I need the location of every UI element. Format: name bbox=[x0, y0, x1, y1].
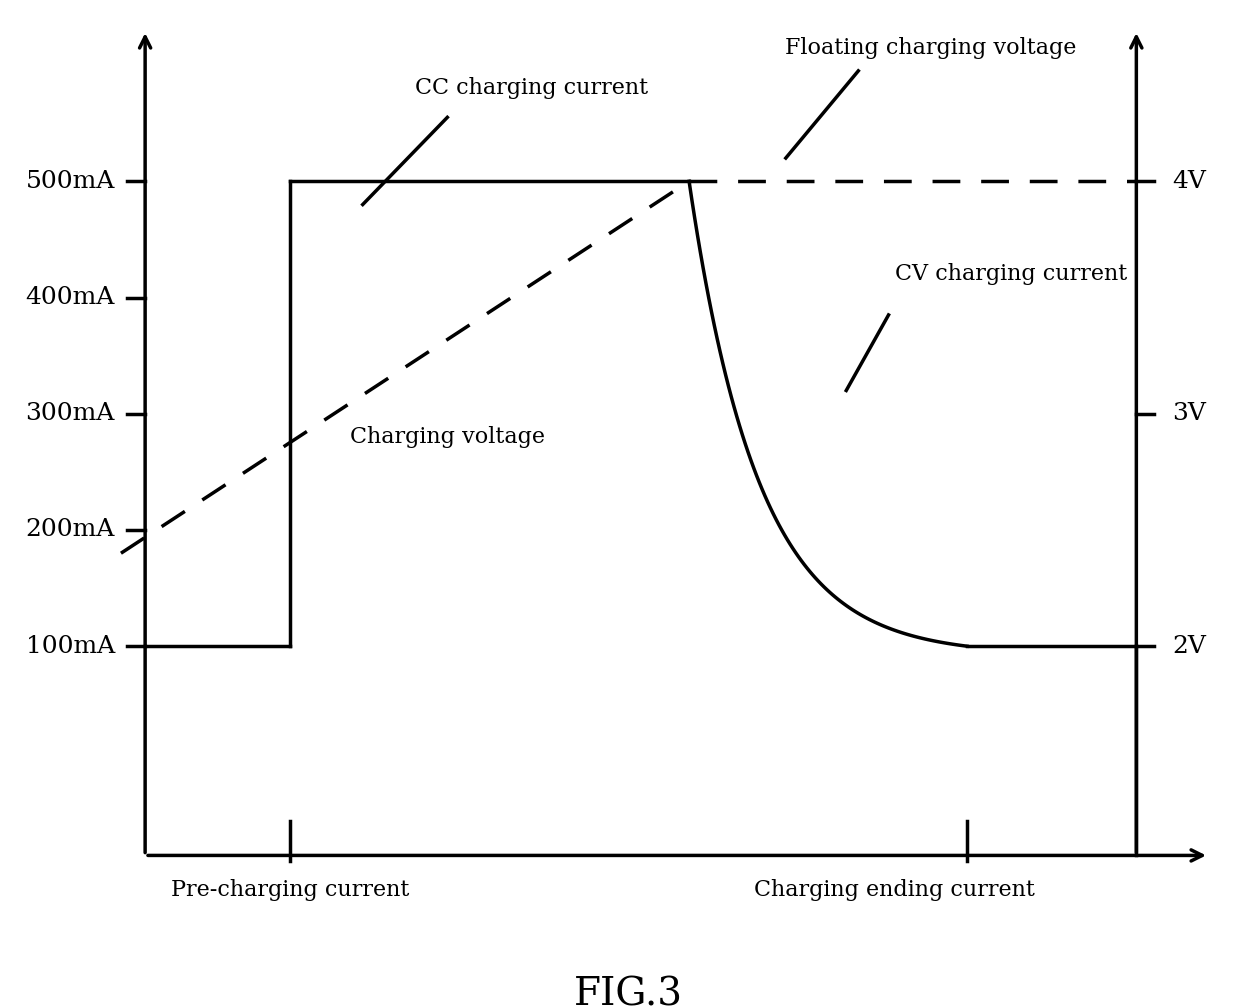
Text: 4V: 4V bbox=[1173, 169, 1207, 193]
Text: 2V: 2V bbox=[1173, 635, 1207, 657]
Text: 500mA: 500mA bbox=[26, 169, 115, 193]
Text: 400mA: 400mA bbox=[26, 286, 115, 309]
Text: CC charging current: CC charging current bbox=[415, 78, 649, 100]
Text: 300mA: 300mA bbox=[26, 402, 115, 425]
Text: Pre-charging current: Pre-charging current bbox=[171, 879, 409, 901]
Text: Charging ending current: Charging ending current bbox=[754, 879, 1035, 901]
Text: 3V: 3V bbox=[1173, 402, 1207, 425]
Text: CV charging current: CV charging current bbox=[894, 263, 1127, 285]
Text: Floating charging voltage: Floating charging voltage bbox=[785, 36, 1076, 58]
Text: 200mA: 200mA bbox=[26, 518, 115, 541]
Text: FIG.3: FIG.3 bbox=[574, 977, 683, 1008]
Text: 100mA: 100mA bbox=[26, 635, 115, 657]
Text: Charging voltage: Charging voltage bbox=[350, 426, 544, 448]
